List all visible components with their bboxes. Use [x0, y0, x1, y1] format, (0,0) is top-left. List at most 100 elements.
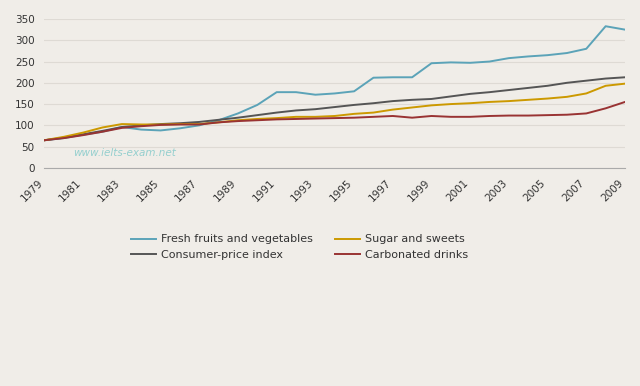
- Fresh fruits and vegetables: [408, 75, 416, 80]
- Sugar and sweets: [138, 122, 145, 127]
- Fresh fruits and vegetables: [215, 118, 223, 122]
- Carbonated drinks: [273, 117, 280, 122]
- Fresh fruits and vegetables: [428, 61, 435, 66]
- Consumer-price index: [138, 123, 145, 128]
- Carbonated drinks: [234, 119, 242, 124]
- Consumer-price index: [428, 96, 435, 101]
- Sugar and sweets: [215, 120, 223, 125]
- Sugar and sweets: [486, 100, 493, 104]
- Consumer-price index: [524, 86, 532, 90]
- Carbonated drinks: [467, 115, 474, 119]
- Fresh fruits and vegetables: [389, 75, 397, 80]
- Consumer-price index: [312, 107, 319, 112]
- Consumer-price index: [408, 98, 416, 102]
- Legend: Fresh fruits and vegetables, Consumer-price index, Sugar and sweets, Carbonated : Fresh fruits and vegetables, Consumer-pr…: [127, 230, 473, 264]
- Consumer-price index: [60, 135, 68, 140]
- Text: www.ielts-exam.net: www.ielts-exam.net: [74, 148, 177, 158]
- Carbonated drinks: [369, 115, 377, 119]
- Fresh fruits and vegetables: [621, 27, 629, 32]
- Consumer-price index: [176, 121, 184, 125]
- Carbonated drinks: [312, 116, 319, 121]
- Carbonated drinks: [621, 100, 629, 104]
- Consumer-price index: [331, 105, 339, 109]
- Fresh fruits and vegetables: [253, 103, 261, 107]
- Sugar and sweets: [292, 115, 300, 119]
- Consumer-price index: [195, 120, 203, 124]
- Carbonated drinks: [544, 113, 552, 117]
- Consumer-price index: [621, 75, 629, 80]
- Sugar and sweets: [312, 115, 319, 119]
- Consumer-price index: [563, 81, 571, 85]
- Fresh fruits and vegetables: [544, 53, 552, 58]
- Sugar and sweets: [40, 138, 48, 142]
- Sugar and sweets: [621, 81, 629, 86]
- Fresh fruits and vegetables: [602, 24, 609, 29]
- Carbonated drinks: [60, 136, 68, 141]
- Fresh fruits and vegetables: [138, 127, 145, 132]
- Consumer-price index: [505, 88, 513, 92]
- Consumer-price index: [253, 113, 261, 117]
- Fresh fruits and vegetables: [118, 125, 125, 129]
- Sugar and sweets: [467, 101, 474, 105]
- Sugar and sweets: [234, 118, 242, 122]
- Consumer-price index: [99, 129, 106, 133]
- Consumer-price index: [292, 108, 300, 113]
- Carbonated drinks: [602, 106, 609, 111]
- Carbonated drinks: [505, 113, 513, 118]
- Line: Fresh fruits and vegetables: Fresh fruits and vegetables: [44, 26, 625, 140]
- Carbonated drinks: [408, 115, 416, 120]
- Consumer-price index: [157, 122, 164, 126]
- Fresh fruits and vegetables: [369, 75, 377, 80]
- Carbonated drinks: [331, 116, 339, 120]
- Carbonated drinks: [292, 117, 300, 121]
- Fresh fruits and vegetables: [331, 91, 339, 96]
- Sugar and sweets: [60, 134, 68, 139]
- Carbonated drinks: [389, 113, 397, 118]
- Carbonated drinks: [99, 129, 106, 134]
- Sugar and sweets: [350, 112, 358, 116]
- Fresh fruits and vegetables: [195, 123, 203, 128]
- Sugar and sweets: [157, 122, 164, 127]
- Fresh fruits and vegetables: [79, 132, 87, 137]
- Consumer-price index: [582, 78, 590, 83]
- Carbonated drinks: [486, 113, 493, 118]
- Fresh fruits and vegetables: [582, 46, 590, 51]
- Carbonated drinks: [215, 120, 223, 125]
- Sugar and sweets: [602, 83, 609, 88]
- Carbonated drinks: [447, 115, 454, 119]
- Sugar and sweets: [524, 98, 532, 102]
- Line: Carbonated drinks: Carbonated drinks: [44, 102, 625, 140]
- Consumer-price index: [79, 132, 87, 137]
- Fresh fruits and vegetables: [273, 90, 280, 95]
- Fresh fruits and vegetables: [312, 92, 319, 97]
- Line: Sugar and sweets: Sugar and sweets: [44, 84, 625, 140]
- Fresh fruits and vegetables: [447, 60, 454, 65]
- Carbonated drinks: [253, 118, 261, 122]
- Fresh fruits and vegetables: [563, 51, 571, 55]
- Carbonated drinks: [195, 122, 203, 127]
- Sugar and sweets: [176, 122, 184, 126]
- Consumer-price index: [350, 103, 358, 107]
- Fresh fruits and vegetables: [234, 111, 242, 116]
- Sugar and sweets: [195, 122, 203, 126]
- Sugar and sweets: [331, 113, 339, 118]
- Consumer-price index: [369, 101, 377, 105]
- Consumer-price index: [234, 115, 242, 120]
- Consumer-price index: [467, 91, 474, 96]
- Consumer-price index: [273, 110, 280, 115]
- Carbonated drinks: [524, 113, 532, 118]
- Sugar and sweets: [447, 102, 454, 107]
- Sugar and sweets: [428, 103, 435, 108]
- Consumer-price index: [602, 76, 609, 81]
- Sugar and sweets: [253, 117, 261, 121]
- Fresh fruits and vegetables: [524, 54, 532, 59]
- Consumer-price index: [118, 125, 125, 129]
- Sugar and sweets: [369, 110, 377, 115]
- Sugar and sweets: [273, 116, 280, 120]
- Carbonated drinks: [138, 124, 145, 129]
- Consumer-price index: [389, 99, 397, 103]
- Fresh fruits and vegetables: [350, 89, 358, 94]
- Consumer-price index: [544, 83, 552, 88]
- Fresh fruits and vegetables: [505, 56, 513, 61]
- Fresh fruits and vegetables: [40, 138, 48, 142]
